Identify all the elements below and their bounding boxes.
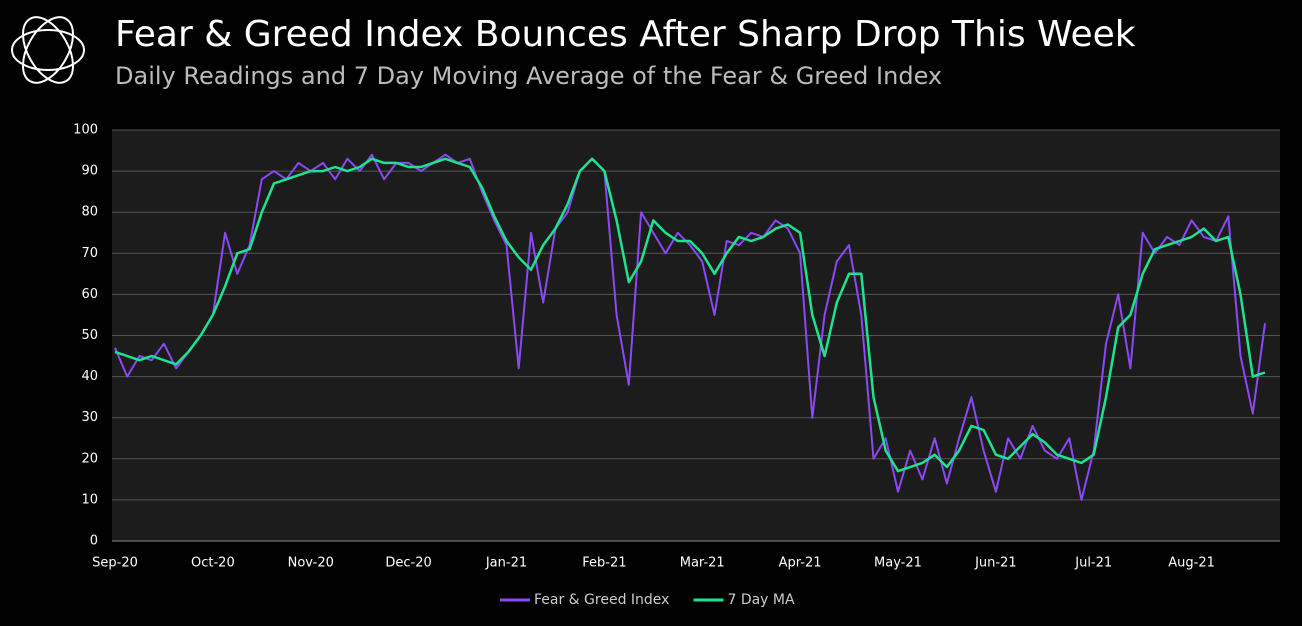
y-tick-label: 100: [73, 123, 98, 138]
x-tick-label: Mar-21: [680, 556, 725, 571]
x-tick-label: Dec-20: [385, 556, 431, 571]
legend-label: 7 Day MA: [727, 592, 795, 608]
x-tick-label: Jun-21: [974, 556, 1017, 571]
y-tick-label: 60: [81, 287, 98, 302]
x-tick-label: Jan-21: [485, 556, 527, 571]
x-tick-label: Apr-21: [779, 556, 822, 571]
chart-title: Fear & Greed Index Bounces After Sharp D…: [115, 14, 1136, 55]
x-tick-label: Nov-20: [288, 556, 334, 571]
legend-label: Fear & Greed Index: [534, 592, 669, 608]
logo: [11, 16, 85, 84]
chart-subtitle: Daily Readings and 7 Day Moving Average …: [115, 62, 942, 90]
x-tick-label: Sep-20: [92, 556, 138, 571]
y-tick-label: 10: [81, 492, 98, 507]
y-tick-label: 90: [81, 164, 98, 179]
y-tick-label: 40: [81, 369, 98, 384]
y-tick-label: 50: [81, 328, 98, 343]
y-tick-label: 30: [81, 410, 98, 425]
y-tick-label: 80: [81, 205, 98, 220]
y-tick-label: 20: [81, 451, 98, 466]
x-tick-label: Oct-20: [191, 556, 235, 571]
line-series: [114, 153, 1266, 501]
x-tick-label: Aug-21: [1168, 556, 1215, 571]
y-tick-label: 70: [81, 246, 98, 261]
line-series: [114, 157, 1266, 473]
y-tick-label: 0: [90, 534, 98, 549]
x-tick-label: Jul-21: [1074, 556, 1112, 571]
x-tick-label: Feb-21: [582, 556, 626, 571]
x-tick-label: May-21: [874, 556, 922, 571]
